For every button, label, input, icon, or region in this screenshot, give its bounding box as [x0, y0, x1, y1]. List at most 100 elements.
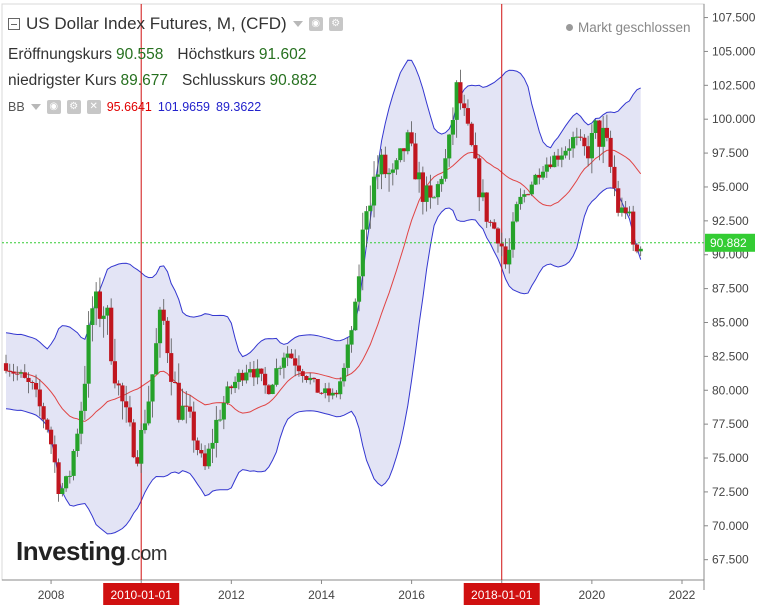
candle-down — [116, 383, 121, 386]
candle-down — [473, 145, 478, 159]
indicator-eye-icon[interactable]: ◉ — [46, 100, 61, 114]
candle-up — [60, 488, 65, 494]
candle-down — [458, 82, 463, 104]
candle-down — [169, 353, 174, 382]
bb-upper-value: 101.9659 — [157, 100, 211, 114]
candle-down — [161, 309, 166, 321]
current-price-label: 90.882 — [710, 236, 747, 250]
candle-down — [263, 373, 268, 386]
candle-up — [86, 325, 91, 384]
y-tick-label: 100.000 — [712, 112, 756, 126]
x-tick-label: 2022 — [669, 588, 696, 602]
x-tick-label: 2010-01-01 — [111, 588, 173, 602]
candle-up — [323, 388, 328, 393]
candle-up — [627, 211, 632, 214]
candle-down — [202, 453, 208, 467]
candle-up — [563, 150, 568, 156]
candle-up — [450, 120, 455, 135]
candle-down — [49, 429, 54, 445]
candle-down — [97, 291, 102, 319]
ohlc-row-2: niedrigster Kurs 89.677 Schlusskurs 90.8… — [8, 72, 327, 90]
bollinger-band-fill — [6, 60, 641, 534]
candle-down — [131, 422, 136, 458]
candle-down — [11, 371, 16, 374]
candle-down — [586, 146, 591, 159]
candle-up — [394, 160, 399, 170]
candle-down — [296, 365, 301, 372]
candle-up — [379, 154, 384, 175]
candle-up — [94, 291, 99, 309]
y-tick-label: 70.000 — [712, 519, 749, 533]
candle-up — [552, 155, 557, 168]
gear-icon[interactable]: ⚙ — [328, 17, 343, 31]
candle-down — [120, 385, 125, 402]
candle-up — [364, 211, 369, 230]
candle-up — [75, 433, 80, 451]
candle-up — [142, 423, 148, 431]
candle-down — [488, 221, 493, 223]
candle-up — [529, 184, 534, 195]
candle-down — [616, 188, 621, 213]
candle-up — [270, 384, 275, 394]
candle-up — [571, 137, 576, 149]
eye-icon[interactable]: ◉ — [308, 17, 323, 31]
x-tick-label: 2016 — [398, 588, 425, 602]
candle-down — [608, 137, 613, 167]
candle-up — [356, 276, 362, 302]
candle-up — [308, 377, 313, 381]
candle-up — [593, 120, 598, 133]
candle-down — [15, 373, 20, 375]
indicator-dropdown-icon[interactable] — [30, 104, 41, 110]
candle-up — [71, 451, 76, 476]
y-tick-label: 75.000 — [712, 451, 749, 465]
candle-up — [210, 442, 215, 449]
candle-down — [604, 127, 609, 138]
candle-down — [315, 379, 320, 393]
candle-down — [428, 185, 433, 198]
candle-down — [191, 411, 196, 441]
y-tick-label: 102.500 — [712, 78, 756, 92]
indicator-close-icon[interactable]: ✕ — [86, 100, 101, 114]
candle-up — [447, 134, 452, 159]
candle-down — [3, 363, 9, 371]
candle-up — [225, 386, 230, 403]
candle-up — [214, 419, 219, 443]
y-tick-label: 72.500 — [712, 485, 749, 499]
candle-down — [195, 440, 200, 450]
candle-down — [525, 194, 531, 196]
candle-down — [495, 228, 501, 244]
candle-up — [345, 344, 350, 368]
high-label: Höchstkurs — [177, 46, 255, 63]
candle-down — [413, 143, 418, 180]
candle-up — [218, 419, 223, 421]
candle-up — [248, 369, 253, 373]
indicator-gear-icon[interactable]: ⚙ — [66, 100, 81, 114]
dropdown-icon[interactable] — [292, 21, 303, 27]
open-label: Eröffnungskurs — [8, 46, 112, 63]
candle-up — [67, 475, 72, 477]
close-value: 90.882 — [269, 72, 317, 89]
candle-down — [135, 457, 140, 464]
candle-down — [293, 358, 298, 366]
candle-down — [492, 222, 497, 229]
candle-up — [368, 205, 373, 212]
indicator-name[interactable]: BB — [8, 100, 25, 114]
candle-up — [206, 448, 211, 467]
y-tick-label: 67.500 — [712, 553, 749, 567]
collapse-icon[interactable] — [8, 18, 20, 30]
logo-suffix: .com — [125, 543, 168, 565]
candle-down — [289, 353, 294, 359]
candle-up — [255, 368, 260, 378]
candle-up — [454, 82, 459, 120]
candle-down — [127, 407, 132, 423]
candle-up — [278, 367, 283, 369]
y-tick-label: 80.000 — [712, 383, 749, 397]
candle-up — [405, 132, 410, 152]
logo-brand: Investing — [16, 536, 126, 566]
candle-up — [559, 155, 564, 160]
candle-up — [390, 169, 395, 173]
chart-title: US Dollar Index Futures, M, (CFD) — [26, 14, 287, 33]
candle-down — [462, 103, 467, 109]
bb-lower-value: 89.3622 — [216, 100, 262, 114]
